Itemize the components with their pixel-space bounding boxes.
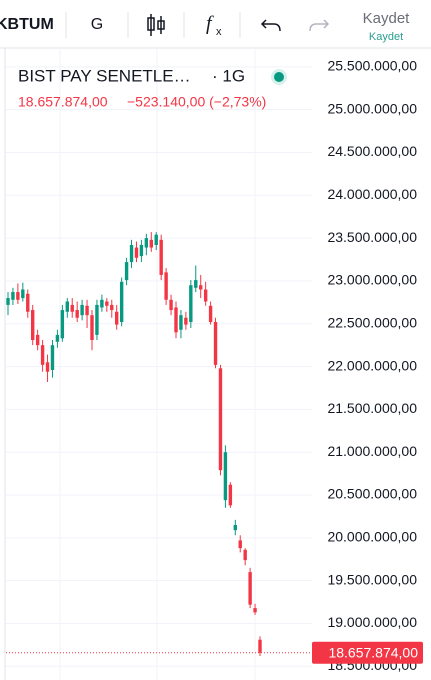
y-tick-label: 25.000.000,00 bbox=[327, 100, 417, 116]
y-tick-label: 20.500.000,00 bbox=[327, 486, 417, 502]
y-tick-label: 21.500.000,00 bbox=[327, 400, 417, 416]
candle-body bbox=[16, 292, 20, 300]
candle-body bbox=[11, 292, 15, 300]
redo-button[interactable] bbox=[309, 19, 330, 32]
candle-body bbox=[134, 247, 139, 258]
candle-body bbox=[90, 315, 94, 341]
candle-body bbox=[233, 524, 237, 531]
candle-body bbox=[55, 334, 60, 342]
candle-body bbox=[223, 452, 228, 501]
y-tick-label: 22.000.000,00 bbox=[327, 357, 417, 373]
y-tick-label: 22.500.000,00 bbox=[327, 314, 417, 330]
y-tick-label: 23.500.000,00 bbox=[327, 229, 417, 245]
candle-body bbox=[238, 540, 242, 549]
candle-body bbox=[228, 484, 233, 506]
candle-body bbox=[139, 244, 144, 257]
last-price-label: 18.657.874,00 bbox=[328, 644, 418, 660]
interval-button[interactable]: G bbox=[91, 16, 103, 33]
candle-body bbox=[164, 272, 168, 300]
symbol[interactable]: KBTUM bbox=[0, 16, 54, 33]
candle-body bbox=[253, 608, 257, 613]
candle-body bbox=[115, 311, 119, 325]
y-tick-label: 24.500.000,00 bbox=[327, 143, 417, 159]
candle-body bbox=[124, 262, 129, 281]
candle-body bbox=[40, 345, 45, 365]
plot-area bbox=[6, 48, 312, 680]
candle-body bbox=[179, 315, 183, 330]
chart-title: BIST PAY SENETLE… bbox=[18, 66, 191, 85]
candle-body bbox=[218, 368, 223, 471]
chart-interval: · 1G bbox=[212, 66, 245, 85]
candle-body bbox=[174, 307, 178, 333]
candle-body bbox=[75, 310, 79, 318]
candle-body bbox=[65, 301, 69, 312]
candle-body bbox=[199, 285, 203, 290]
candle-body bbox=[85, 305, 89, 316]
y-tick-label: 24.000.000,00 bbox=[327, 186, 417, 202]
candle-body bbox=[95, 304, 99, 335]
candle-body bbox=[21, 289, 25, 299]
candle-body bbox=[258, 639, 262, 653]
y-tick-label: 23.000.000,00 bbox=[327, 272, 417, 288]
candle-body bbox=[129, 244, 134, 263]
candle-body bbox=[31, 310, 35, 341]
price-value: 18.657.874,00 bbox=[18, 94, 108, 110]
candle-body bbox=[213, 322, 218, 365]
save-status: Kaydet bbox=[369, 31, 403, 43]
candle-body bbox=[189, 285, 193, 323]
candle-body bbox=[169, 299, 173, 311]
last-price-box bbox=[312, 641, 423, 664]
candle-body bbox=[208, 305, 213, 323]
candle-body bbox=[159, 239, 163, 275]
candle-body bbox=[110, 304, 114, 311]
candle-body bbox=[50, 345, 55, 370]
price-change: −523.140,00 (−2,73%) bbox=[127, 94, 266, 110]
candle-body bbox=[149, 239, 153, 248]
candle-body bbox=[60, 310, 65, 339]
candle-body bbox=[100, 299, 104, 308]
candle-body bbox=[243, 549, 247, 561]
candle-body bbox=[105, 301, 109, 306]
undo-button[interactable] bbox=[260, 19, 281, 32]
candle-body bbox=[6, 298, 10, 305]
svg-text:f: f bbox=[206, 13, 214, 35]
candle-body bbox=[154, 234, 158, 245]
candle-body bbox=[26, 293, 30, 312]
save-button[interactable]: Kaydet bbox=[363, 10, 411, 27]
y-tick-label: 25.500.000,00 bbox=[327, 58, 417, 74]
candle-body bbox=[80, 304, 84, 316]
y-tick-label: 21.000.000,00 bbox=[327, 443, 417, 459]
y-tick-label: 19.500.000,00 bbox=[327, 571, 417, 587]
candle-body bbox=[248, 572, 252, 605]
status-dot bbox=[274, 72, 284, 82]
candle-body bbox=[45, 362, 50, 372]
indicators-button[interactable]: f x bbox=[206, 13, 222, 38]
candle-body bbox=[203, 289, 208, 302]
candle-body bbox=[194, 280, 198, 288]
candle-body bbox=[35, 334, 40, 346]
y-tick-label: 20.000.000,00 bbox=[327, 529, 417, 545]
chart-type-button[interactable] bbox=[147, 14, 165, 36]
candle-body bbox=[119, 281, 124, 323]
y-tick-label: 19.000.000,00 bbox=[327, 614, 417, 630]
svg-text:x: x bbox=[216, 26, 222, 38]
candle-body bbox=[184, 317, 188, 325]
candle-body bbox=[70, 304, 74, 312]
candle-body bbox=[144, 238, 149, 248]
